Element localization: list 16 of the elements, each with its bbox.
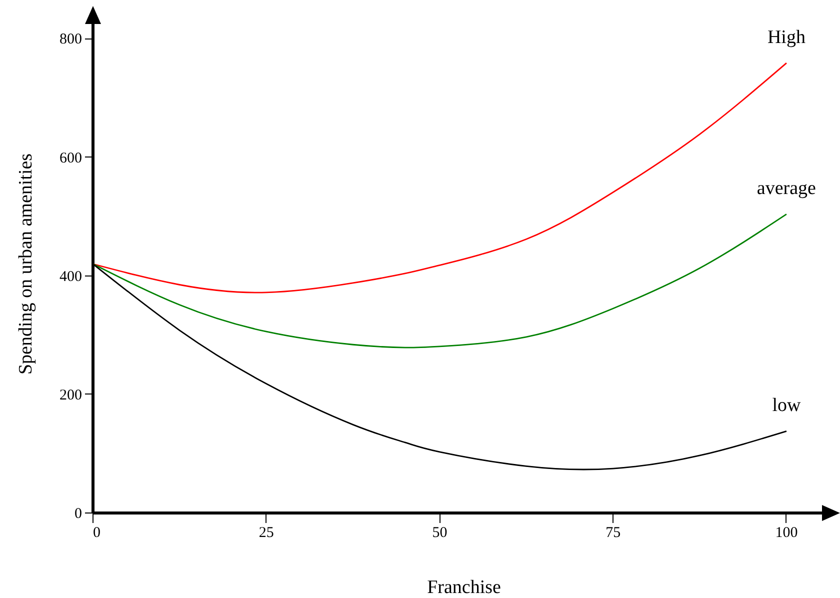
x-tick-label: 25 — [258, 525, 274, 541]
x-tick-label: 100 — [775, 525, 798, 541]
series-label: average — [756, 178, 816, 200]
y-tick-label: 400 — [60, 268, 82, 285]
y-tick-label: 0 — [74, 506, 82, 522]
series-label: low — [772, 395, 801, 416]
y-tick-label: 200 — [60, 387, 82, 404]
y-tick-label: 800 — [60, 32, 82, 48]
x-tick-label: 75 — [606, 525, 621, 541]
y-tick-label: 600 — [60, 150, 82, 166]
series-label: High — [767, 27, 806, 48]
y-axis-title: Spending on urban amenities — [16, 153, 36, 375]
x-tick-label: 0 — [93, 525, 100, 541]
x-tick-label: 50 — [432, 525, 448, 541]
x-axis-title: Franchise — [427, 577, 501, 598]
line-series — [92, 214, 788, 348]
